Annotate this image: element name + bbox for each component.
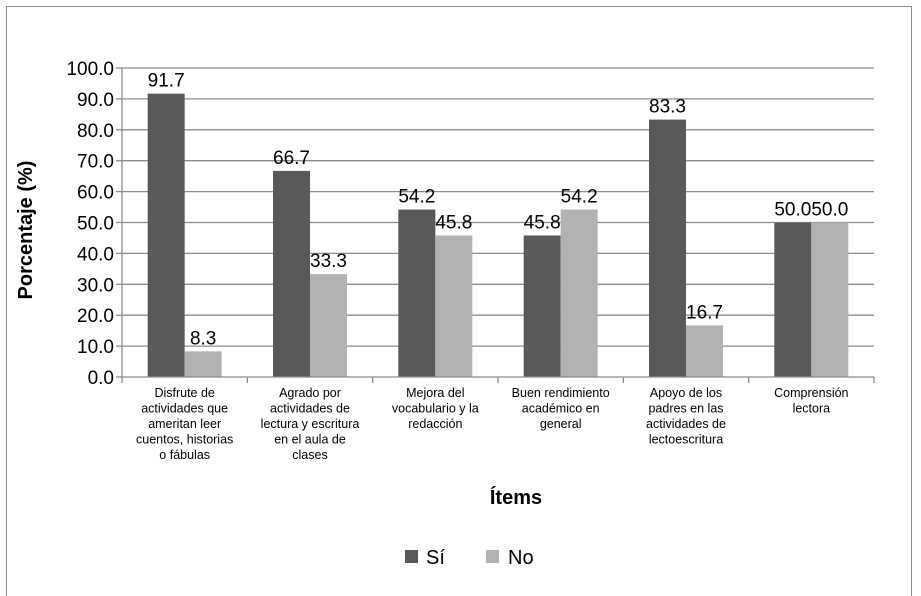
data-label: 54.2 xyxy=(561,187,598,208)
data-label: 45.8 xyxy=(435,212,472,233)
data-label: 50.0 xyxy=(774,200,811,221)
bar-si xyxy=(774,222,812,377)
category-label: Apoyo de los padres en las actividades de l… xyxy=(646,386,726,447)
category-label: Agrado por actividades de lectura y escrit… xyxy=(261,386,360,462)
bar-si xyxy=(398,209,436,377)
category-label: Comprensión lectora xyxy=(774,386,848,416)
category-labels: Disfrute de actividades que ameritan leer c… xyxy=(136,386,849,462)
bar-no xyxy=(811,222,849,377)
bar-si xyxy=(273,170,310,377)
data-label: 50.0 xyxy=(811,200,848,221)
legend-label: Sí xyxy=(426,547,445,569)
bar-no xyxy=(686,325,723,377)
y-tick-label: 70.0 xyxy=(77,152,114,173)
axes xyxy=(121,68,875,383)
data-label: 91.7 xyxy=(148,71,185,92)
data-label: 16.7 xyxy=(686,302,723,323)
category-label: Buen rendimiento académico en general xyxy=(512,386,610,431)
data-labels: 91.766.754.245.883.350.08.333.345.854.21… xyxy=(148,71,849,350)
legend-label: No xyxy=(508,547,534,569)
data-label: 54.2 xyxy=(398,187,435,208)
y-tick-label: 0.0 xyxy=(88,368,114,389)
x-axis-title: Ítems xyxy=(490,486,542,509)
y-tick-label: 10.0 xyxy=(77,337,114,358)
legend: Sí No xyxy=(405,547,534,569)
gridlines xyxy=(116,67,874,378)
data-label: 83.3 xyxy=(649,97,686,118)
bar-no xyxy=(435,235,473,377)
legend-swatch xyxy=(486,550,499,563)
legend-swatch xyxy=(405,550,418,563)
data-label: 45.8 xyxy=(524,212,561,233)
y-tick-label: 40.0 xyxy=(77,244,114,265)
y-axis-title: Porcentaje (%) xyxy=(15,161,37,300)
y-tick-labels: 0.0 10.0 20.0 30.0 40.0 50.0 60.0 70.0 80.0 90.0 1… xyxy=(66,59,114,389)
bar-si xyxy=(649,119,686,377)
y-tick-label: 30.0 xyxy=(77,275,114,296)
bar-si xyxy=(523,235,561,377)
bars xyxy=(147,93,849,377)
data-label: 33.3 xyxy=(310,251,347,272)
y-tick-label: 50.0 xyxy=(77,214,114,235)
category-label: Mejora del vocabulario y la redacción xyxy=(392,386,479,431)
data-label: 8.3 xyxy=(190,328,216,349)
bar-si xyxy=(147,93,185,377)
category-label: Disfrute de actividades que ameritan leer c… xyxy=(136,386,233,462)
y-tick-label: 60.0 xyxy=(77,183,114,204)
y-tick-label: 20.0 xyxy=(77,306,114,327)
chart-frame xyxy=(6,6,912,596)
data-label: 66.7 xyxy=(273,148,310,169)
bar-no xyxy=(310,274,347,377)
bar-no xyxy=(560,209,598,377)
y-tick-label: 90.0 xyxy=(77,90,114,111)
y-tick-label: 100.0 xyxy=(66,59,114,80)
bar-no xyxy=(184,351,222,377)
y-tick-label: 80.0 xyxy=(77,121,114,142)
